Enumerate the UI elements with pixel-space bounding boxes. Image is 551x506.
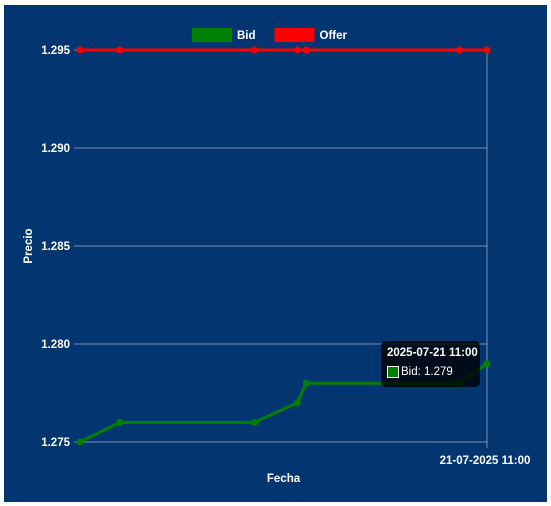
offer-data-point[interactable] [116,46,124,54]
bid-data-point[interactable] [76,438,84,446]
y-tick-label: 1.280 [41,339,70,351]
offer-legend-label: Offer [320,30,348,42]
bid-legend-label: Bid [237,30,256,42]
tooltip-title: 2025-07-21 11:00 [387,347,478,359]
offer-data-point[interactable] [455,46,463,54]
line-chart: 1.275 1.280 1.285 1.290 1.295 21-07-2025 11:0… [23,28,531,485]
y-tick-label: 1.295 [41,45,70,57]
chart-panel: 1.275 1.280 1.285 1.290 1.295 21-07-2025 11:0… [4,5,547,502]
offer-legend-swatch[interactable] [274,28,315,42]
y-tick-label: 1.275 [41,437,70,449]
y-tick-label: 1.290 [41,143,70,155]
bid-data-point[interactable] [251,418,259,426]
bid-legend-swatch[interactable] [192,28,232,42]
y-axis-title: Precio [23,228,35,263]
bid-data-point[interactable] [116,418,124,426]
offer-data-point[interactable] [302,46,310,54]
x-tick-label: 21-07-2025 11:00 [440,455,531,467]
tooltip-color-swatch [387,366,399,378]
offer-data-point[interactable] [76,46,84,54]
offer-data-point[interactable] [483,46,491,54]
chart-tooltip: 2025-07-21 11:00 Bid: 1.279 [381,341,480,387]
bid-data-point[interactable] [483,360,491,368]
bid-data-point[interactable] [302,379,310,387]
offer-data-point[interactable] [293,46,301,54]
offer-data-point[interactable] [251,46,259,54]
y-tick-label: 1.285 [41,241,70,253]
x-axis-title: Fecha [267,473,301,485]
tooltip-body: Bid: 1.279 [401,366,453,378]
bid-data-point[interactable] [293,399,301,407]
